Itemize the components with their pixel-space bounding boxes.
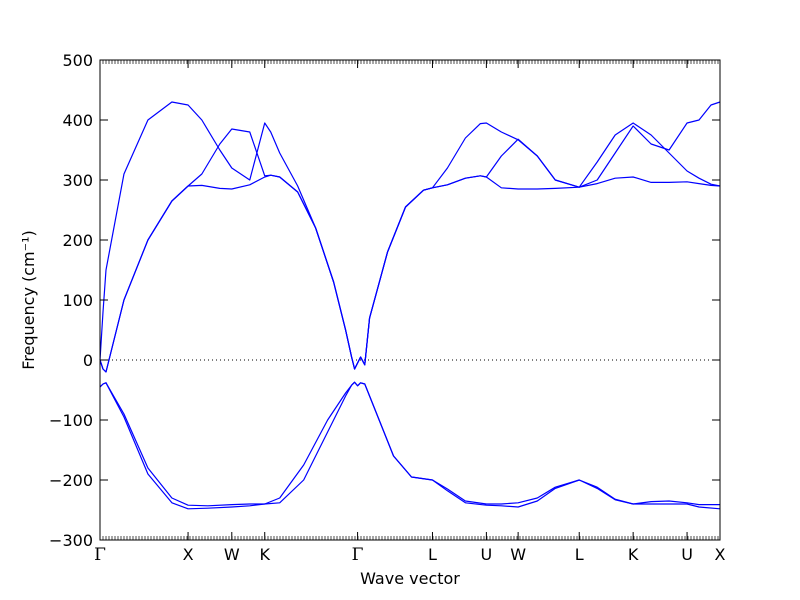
kpoint-label: L [428, 545, 437, 564]
y-axis-title: Frequency (cm⁻¹) [19, 230, 38, 369]
kpoint-label: Γ [94, 545, 106, 565]
kpoint-label: U [681, 545, 693, 564]
phonon-bands [99, 101, 721, 510]
kpoint-label: K [259, 545, 270, 564]
y-tick-label: 0 [83, 351, 93, 370]
band-line-3 [99, 101, 721, 370]
y-tick-label: 200 [62, 231, 93, 250]
kpoint-label: L [575, 545, 584, 564]
kpoint-label: X [183, 545, 194, 564]
plot-frame [99, 59, 721, 541]
y-tick-label: 300 [62, 171, 93, 190]
kpoint-label: U [481, 545, 493, 564]
band-line-5 [99, 381, 721, 510]
kpoint-label: W [510, 545, 526, 564]
y-tick-label: 500 [62, 51, 93, 70]
y-tick-label: 100 [62, 291, 93, 310]
y-tick-label: −200 [49, 471, 93, 490]
y-tick-label: −100 [49, 411, 93, 430]
kpoint-label: K [628, 545, 639, 564]
kpoint-label: Γ [352, 545, 364, 565]
y-tick-label: −300 [49, 531, 93, 550]
kpoint-label: X [715, 545, 726, 564]
y-tick-label: 400 [62, 111, 93, 130]
x-axis-title: Wave vector [360, 569, 460, 588]
kpoint-label: W [224, 545, 240, 564]
